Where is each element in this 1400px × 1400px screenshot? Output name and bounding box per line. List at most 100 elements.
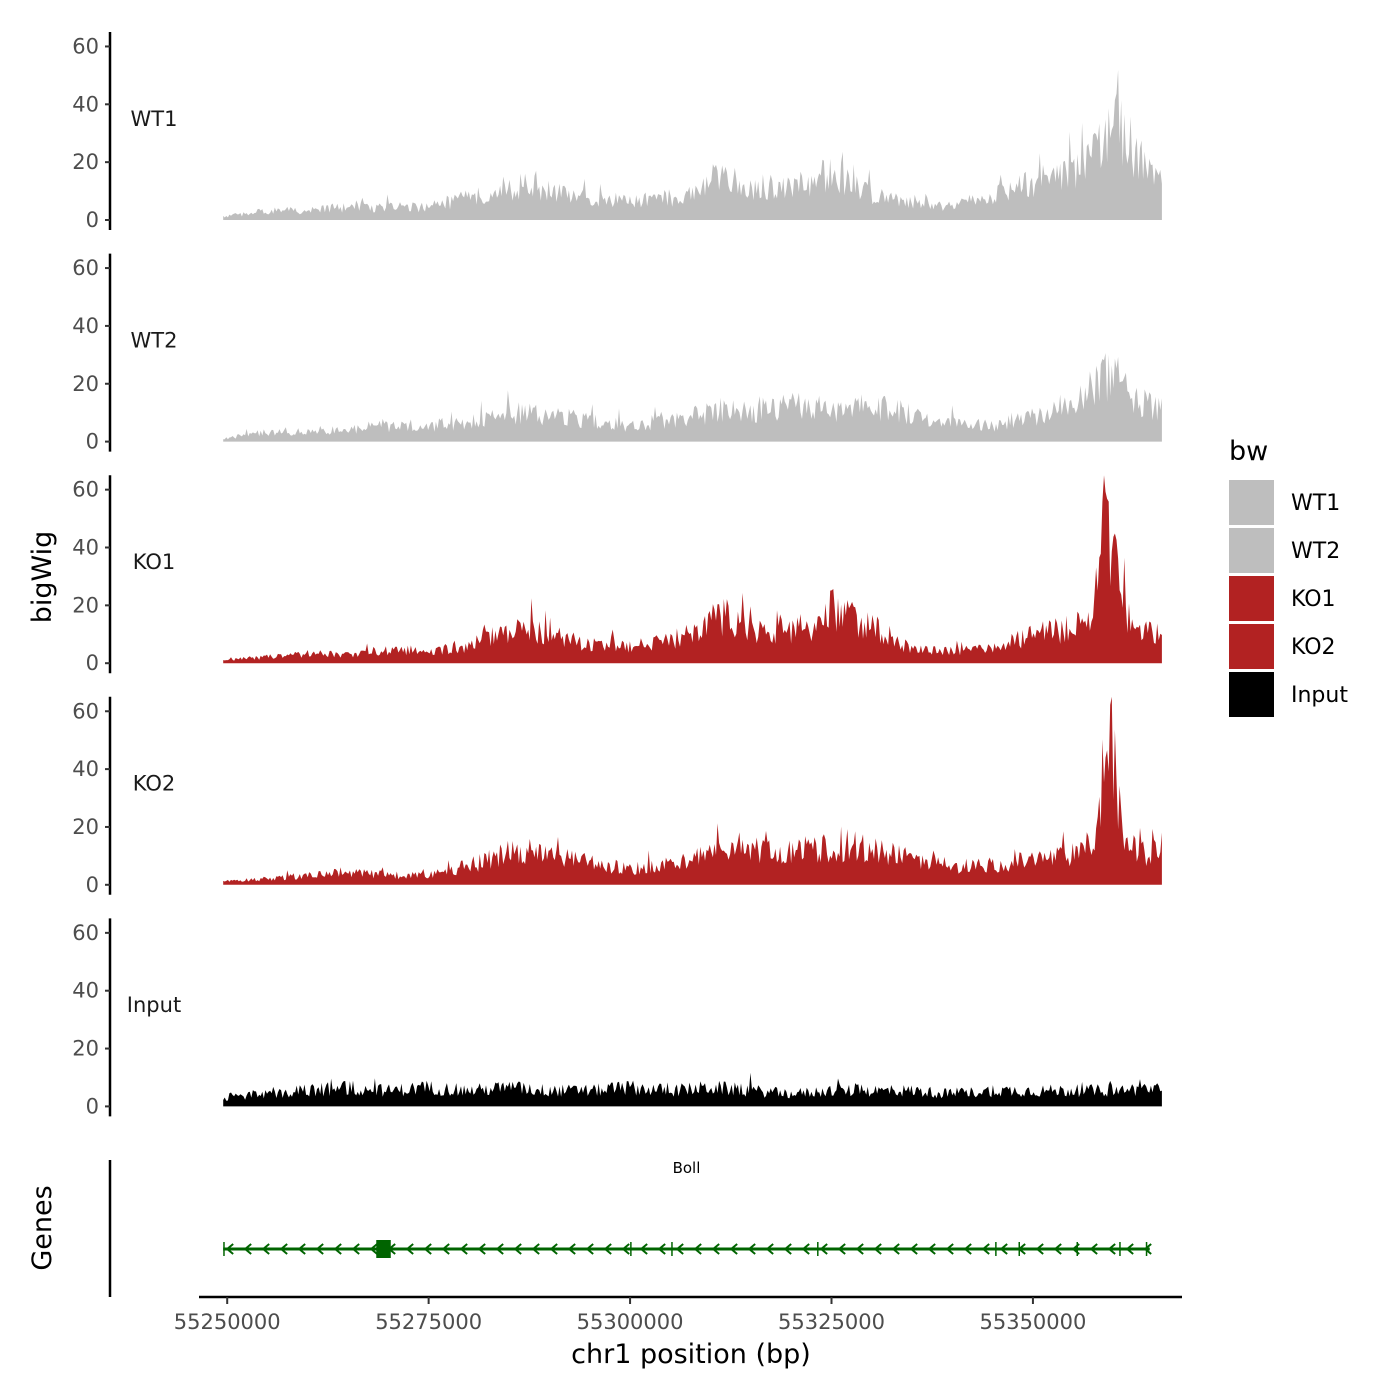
strand-arrow: [297, 1243, 306, 1255]
strand-arrow: [981, 1243, 990, 1255]
panel-wt2: 0 20 40 60 WT2: [72, 253, 1162, 454]
legend: bw WT1 WT2 KO1 KO2 Input: [1229, 436, 1348, 717]
y-tick-label: 40: [72, 536, 99, 560]
strand-arrow: [927, 1243, 936, 1255]
strand-arrow: [513, 1243, 522, 1255]
strand-arrow: [765, 1243, 774, 1255]
y-tick-label: 60: [72, 478, 99, 502]
strand-arrow: [639, 1243, 648, 1255]
strand-arrow: [747, 1243, 756, 1255]
strand-arrow: [945, 1243, 954, 1255]
strand-arrow: [1035, 1243, 1044, 1255]
strand-arrow: [621, 1243, 630, 1255]
x-tick-label: 55300000: [577, 1310, 684, 1334]
strand-arrow: [657, 1243, 666, 1255]
strand-arrow: [819, 1243, 828, 1255]
y-tick-label: 40: [72, 314, 99, 338]
gene-boll: Boll: [223, 1159, 1152, 1258]
strand-arrow: [243, 1243, 252, 1255]
y-tick-label: 60: [72, 921, 99, 945]
coverage-area-wt2: [223, 353, 1162, 442]
track-label: KO2: [133, 772, 176, 796]
y-tick-label: 20: [72, 150, 99, 174]
y-tick-label: 40: [72, 757, 99, 781]
strand-arrow: [675, 1243, 684, 1255]
genes-axis-title: Genes: [27, 1185, 58, 1270]
x-axis: 55250000 55275000 55300000 55325000 55350000: [174, 1295, 1182, 1334]
panels-layer: 0 20 40 60 WT1 0 20 40 60 WT2 0 20 40 60 KO1 0 20 40 60 KO2…: [72, 32, 1162, 1118]
coding-block: [376, 1240, 391, 1258]
strand-arrow: [405, 1243, 414, 1255]
y-tick-label: 20: [72, 593, 99, 617]
y-tick-label: 0: [86, 651, 99, 675]
y-axis-title: bigWig: [27, 531, 58, 624]
strand-arrow: [711, 1243, 720, 1255]
strand-arrow: [261, 1243, 270, 1255]
y-tick-label: 0: [86, 430, 99, 454]
y-tick-label: 60: [72, 34, 99, 58]
strand-arrow: [279, 1243, 288, 1255]
panel-wt1: 0 20 40 60 WT1: [72, 32, 1162, 232]
strand-arrow: [369, 1243, 378, 1255]
legend-swatch-wt1: [1229, 480, 1274, 525]
strand-arrow: [549, 1243, 558, 1255]
strand-arrow: [783, 1243, 792, 1255]
x-tick-label: 55350000: [979, 1310, 1086, 1334]
y-tick-label: 20: [72, 815, 99, 839]
legend-swatch-ko2: [1229, 624, 1274, 669]
legend-swatch-wt2: [1229, 528, 1274, 573]
strand-arrow: [1125, 1243, 1134, 1255]
x-tick-label: 55325000: [778, 1310, 885, 1334]
legend-label-ko2: KO2: [1291, 635, 1336, 660]
track-label: WT1: [131, 107, 178, 131]
strand-arrow: [423, 1243, 432, 1255]
strand-arrow: [1143, 1243, 1152, 1255]
y-tick-label: 60: [72, 256, 99, 280]
track-label: WT2: [131, 328, 178, 352]
panel-ko1: 0 20 40 60 KO1: [72, 475, 1162, 675]
strand-arrow: [315, 1243, 324, 1255]
strand-arrow: [729, 1243, 738, 1255]
track-label: KO1: [133, 550, 176, 574]
y-tick-label: 0: [86, 208, 99, 232]
strand-arrow: [567, 1243, 576, 1255]
panel-ko2: 0 20 40 60 KO2: [72, 696, 1162, 897]
strand-arrow: [891, 1243, 900, 1255]
strand-arrow: [855, 1243, 864, 1255]
legend-label-ko1: KO1: [1291, 587, 1336, 612]
strand-arrow: [693, 1243, 702, 1255]
coverage-area-ko1: [223, 475, 1162, 664]
strand-arrow: [441, 1243, 450, 1255]
strand-arrow: [333, 1243, 342, 1255]
legend-label-input: Input: [1291, 683, 1348, 708]
strand-arrow: [909, 1243, 918, 1255]
y-tick-label: 60: [72, 699, 99, 723]
strand-arrow: [1089, 1243, 1098, 1255]
coverage-area-input: [223, 1072, 1162, 1107]
strand-arrow: [351, 1243, 360, 1255]
strand-arrow: [1053, 1243, 1062, 1255]
legend-swatch-ko1: [1229, 576, 1274, 621]
strand-arrow: [225, 1243, 234, 1255]
legend-swatch-input: [1229, 672, 1274, 717]
legend-label-wt2: WT2: [1291, 539, 1340, 564]
track-label: Input: [127, 993, 181, 1017]
coverage-area-ko2: [223, 696, 1162, 885]
y-tick-label: 20: [72, 1037, 99, 1061]
y-tick-label: 0: [86, 873, 99, 897]
strand-arrow: [477, 1243, 486, 1255]
strand-arrow: [963, 1243, 972, 1255]
strand-arrow: [801, 1243, 810, 1255]
strand-arrow: [837, 1243, 846, 1255]
strand-arrow: [999, 1243, 1008, 1255]
gene-label: Boll: [673, 1159, 701, 1177]
strand-arrow: [531, 1243, 540, 1255]
strand-arrow: [459, 1243, 468, 1255]
strand-arrow: [1107, 1243, 1116, 1255]
strand-arrow: [585, 1243, 594, 1255]
strand-arrow: [495, 1243, 504, 1255]
gene-track: Boll: [108, 1159, 1152, 1297]
strand-arrow: [873, 1243, 882, 1255]
x-tick-label: 55275000: [375, 1310, 482, 1334]
